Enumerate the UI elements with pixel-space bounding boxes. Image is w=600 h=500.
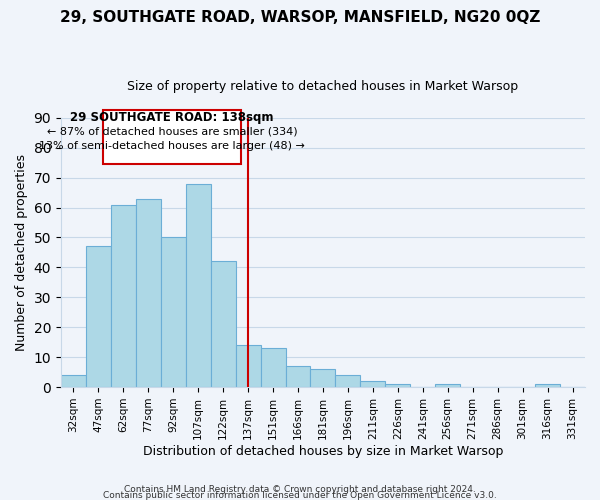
Bar bbox=[61, 375, 86, 387]
Bar bbox=[136, 198, 161, 387]
Bar bbox=[335, 375, 361, 387]
Text: 29, SOUTHGATE ROAD, WARSOP, MANSFIELD, NG20 0QZ: 29, SOUTHGATE ROAD, WARSOP, MANSFIELD, N… bbox=[60, 10, 540, 25]
Text: 29 SOUTHGATE ROAD: 138sqm: 29 SOUTHGATE ROAD: 138sqm bbox=[70, 112, 274, 124]
Bar bbox=[86, 246, 111, 387]
Text: Contains HM Land Registry data © Crown copyright and database right 2024.: Contains HM Land Registry data © Crown c… bbox=[124, 484, 476, 494]
Bar bbox=[161, 238, 185, 387]
Bar bbox=[310, 369, 335, 387]
Bar bbox=[260, 348, 286, 387]
Bar bbox=[361, 381, 385, 387]
Bar bbox=[535, 384, 560, 387]
X-axis label: Distribution of detached houses by size in Market Warsop: Distribution of detached houses by size … bbox=[143, 444, 503, 458]
Bar bbox=[435, 384, 460, 387]
Y-axis label: Number of detached properties: Number of detached properties bbox=[15, 154, 28, 351]
Bar bbox=[385, 384, 410, 387]
Bar bbox=[211, 262, 236, 387]
Title: Size of property relative to detached houses in Market Warsop: Size of property relative to detached ho… bbox=[127, 80, 518, 93]
Text: 13% of semi-detached houses are larger (48) →: 13% of semi-detached houses are larger (… bbox=[39, 141, 305, 151]
Text: Contains public sector information licensed under the Open Government Licence v3: Contains public sector information licen… bbox=[103, 490, 497, 500]
Bar bbox=[111, 204, 136, 387]
Bar bbox=[286, 366, 310, 387]
FancyBboxPatch shape bbox=[103, 110, 241, 164]
Bar bbox=[185, 184, 211, 387]
Text: ← 87% of detached houses are smaller (334): ← 87% of detached houses are smaller (33… bbox=[47, 126, 297, 136]
Bar bbox=[236, 345, 260, 387]
